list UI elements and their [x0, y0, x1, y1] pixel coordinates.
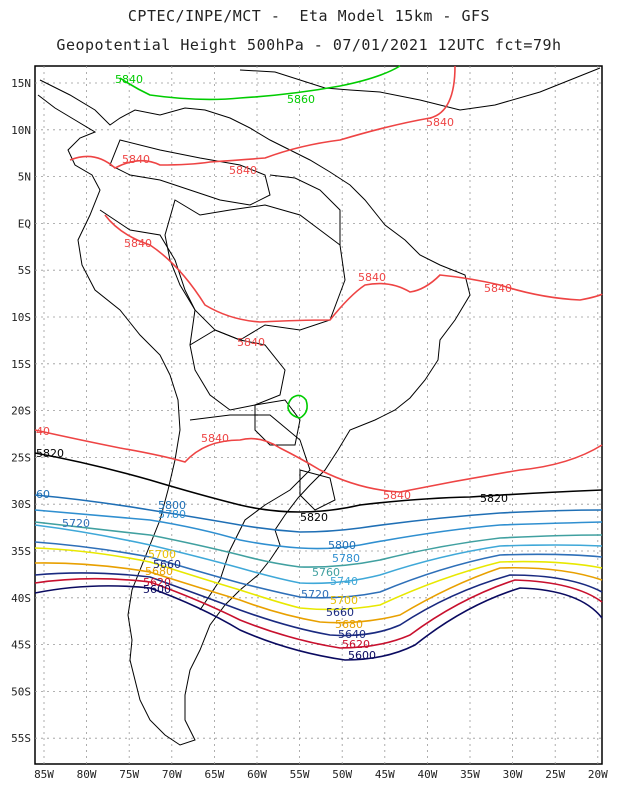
peru-border	[99, 209, 196, 346]
lon-tick-label: 70W	[162, 768, 182, 781]
contour-5800	[34, 494, 603, 533]
contour-lines	[34, 65, 603, 661]
contour-label: 5700	[148, 548, 176, 561]
contour-5700	[34, 547, 603, 611]
contour-5860-green-cell	[287, 394, 308, 419]
contour-label: 5660	[153, 558, 181, 571]
contour-label: 5680	[145, 565, 173, 578]
contour-label: 40	[36, 425, 50, 438]
map-title-line1: CPTEC/INPE/MCT - Eta Model 15km - GFS	[127, 7, 491, 25]
contour-label: 5780	[158, 508, 186, 521]
map-title-line2: Geopotential Height 500hPa - 07/01/2021 …	[56, 36, 562, 54]
contour-label: 5840	[237, 336, 265, 349]
contour-5760	[34, 521, 603, 568]
contour-label: 5840	[484, 282, 512, 295]
lat-tick-label: 10N	[11, 124, 31, 137]
contour-5720	[34, 541, 603, 599]
contour-label: 5840	[115, 73, 143, 86]
contour-label: 5720	[301, 588, 329, 601]
latitude-labels: 15N 10N 5N EQ 5S 10S 15S 20S 25S 30S 35S 40S 45S 50S 5…	[11, 77, 31, 745]
lon-tick-label: 25W	[545, 768, 565, 781]
lat-tick-label: 55S	[11, 732, 31, 745]
lon-tick-label: 60W	[247, 768, 267, 781]
contour-label: 5800	[158, 499, 186, 512]
lat-tick-label: 30S	[11, 498, 31, 511]
contour-label: 60	[36, 488, 50, 501]
lon-tick-label: 30W	[503, 768, 523, 781]
paraguay-border	[254, 399, 301, 446]
contour-label: 5820	[480, 492, 508, 505]
lat-tick-label: 50S	[11, 685, 31, 698]
lon-tick-label: 40W	[417, 768, 437, 781]
lat-tick-label: 5N	[18, 171, 31, 184]
contour-label: 5840	[124, 237, 152, 250]
contour-label: 5860	[287, 93, 315, 106]
lat-tick-label: 15N	[11, 77, 31, 90]
contour-label: 5600	[348, 649, 376, 662]
contour-label: 5680	[335, 618, 363, 631]
contour-5840-red-south	[34, 429, 603, 493]
map-frame	[34, 65, 603, 765]
contour-label: 5640	[338, 628, 366, 641]
contour-5600	[34, 585, 603, 661]
contour-label: 5620	[143, 576, 171, 589]
contour-5840-red-equator	[104, 214, 603, 323]
brazil-border	[164, 199, 346, 341]
contour-label: 5740	[330, 575, 358, 588]
lon-tick-label: 35W	[460, 768, 480, 781]
argentina-border	[189, 414, 311, 611]
contour-labels: 5840 5860 5840 5840 5840 5840 5840 5840 …	[36, 73, 512, 662]
lon-tick-label: 75W	[119, 768, 139, 781]
contour-5780	[34, 509, 603, 550]
contour-label: 5840	[383, 489, 411, 502]
lon-tick-label: 65W	[204, 768, 224, 781]
lat-tick-label: 10S	[11, 311, 31, 324]
lon-tick-label: 85W	[34, 768, 54, 781]
contour-5840-green	[119, 65, 401, 101]
contour-label: 5800	[328, 539, 356, 552]
uruguay-border	[299, 469, 336, 511]
lon-tick-label: 55W	[290, 768, 310, 781]
contour-label: 5840	[201, 432, 229, 445]
contour-5840-red-north	[69, 65, 456, 169]
contour-5620	[34, 577, 603, 649]
lat-tick-label: 35S	[11, 545, 31, 558]
contour-label: 5620	[342, 638, 370, 651]
lon-tick-label: 80W	[77, 768, 97, 781]
lat-tick-label: 45S	[11, 639, 31, 652]
contour-label: 5700	[330, 594, 358, 607]
guianas-border	[269, 174, 341, 245]
contour-label: 5840	[358, 271, 386, 284]
contour-5660	[34, 572, 603, 637]
contour-label: 5820	[300, 511, 328, 524]
contour-label: 5720	[62, 517, 90, 530]
lat-tick-label: 5S	[18, 264, 31, 277]
contour-label: 5760	[312, 566, 340, 579]
contour-label: 5600	[143, 583, 171, 596]
lat-tick-label: 40S	[11, 592, 31, 605]
caribbean-coastline	[239, 67, 601, 111]
lat-tick-label: 15S	[11, 358, 31, 371]
lon-tick-label: 45W	[375, 768, 395, 781]
contour-label: 5820	[36, 447, 64, 460]
longitude-labels: 85W 80W 75W 70W 65W 60W 55W 50W 45W 40W 35W 30W 25W 2…	[34, 768, 608, 781]
contour-5820	[34, 452, 603, 513]
contour-label: 5780	[332, 552, 360, 565]
lat-tick-label: 25S	[11, 451, 31, 464]
lat-tick-label: 20S	[11, 405, 31, 418]
contour-5740	[34, 524, 603, 585]
lon-tick-label: 50W	[332, 768, 352, 781]
venezuela-border	[109, 139, 271, 206]
contour-label: 5660	[326, 606, 354, 619]
contour-5680	[34, 562, 603, 624]
contour-label: 5840	[426, 116, 454, 129]
contour-label: 5840	[229, 164, 257, 177]
lon-tick-label: 20W	[588, 768, 608, 781]
lat-tick-label: EQ	[18, 217, 31, 230]
contour-label: 5840	[122, 153, 150, 166]
